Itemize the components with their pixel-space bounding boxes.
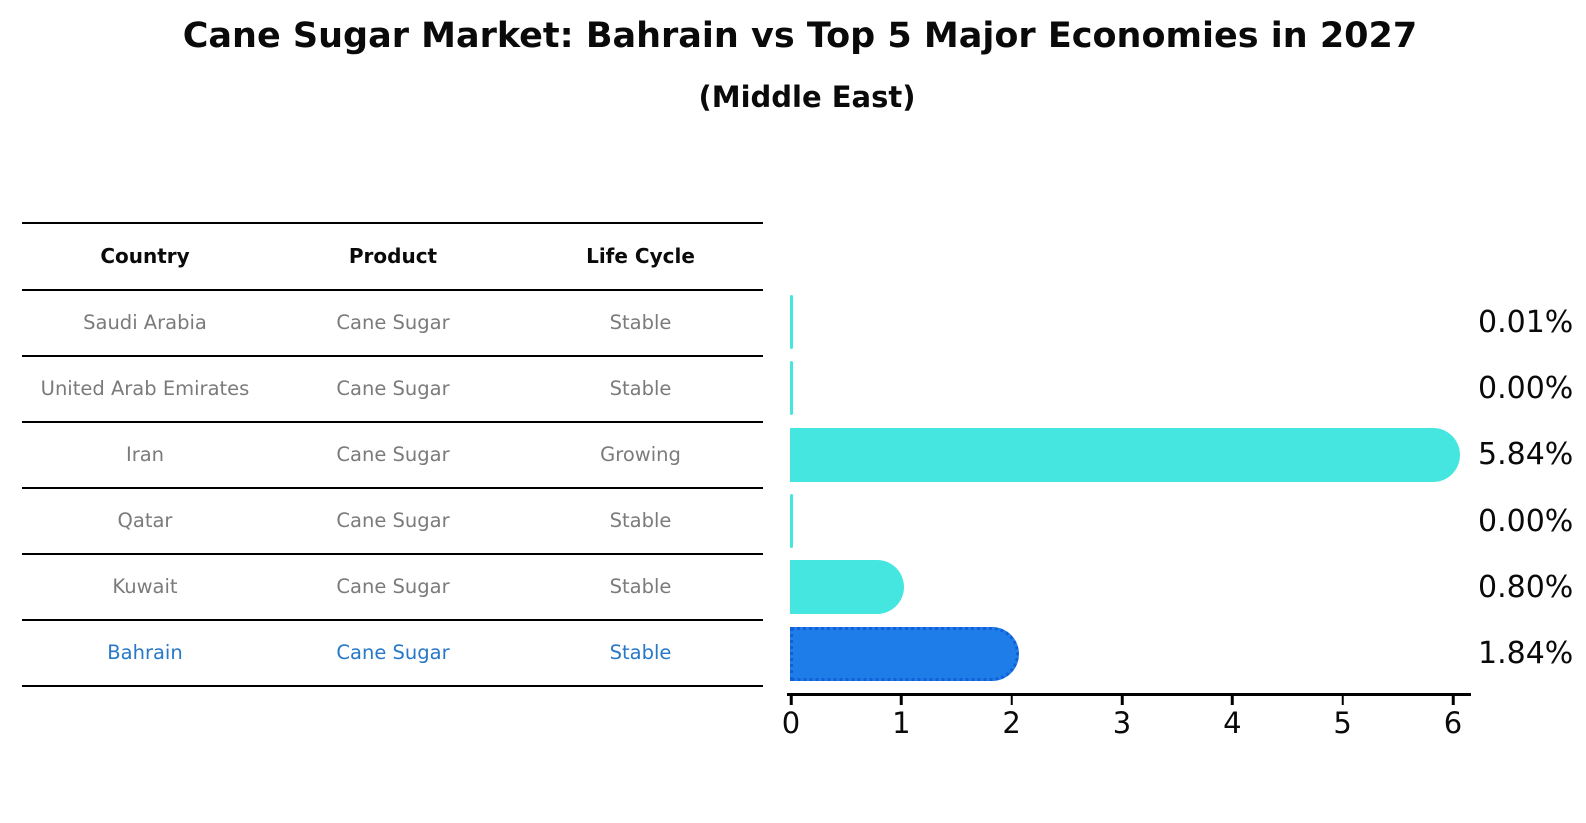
cell-life-cycle: Stable [609,575,672,598]
table-row: United Arab Emirates Cane Sugar Stable [22,357,763,423]
x-axis-line [787,693,1471,696]
cell-product: Cane Sugar [336,509,450,532]
bar-value-labels: 0.01% 0.00% 5.84% 0.00% 0.80% 1.84% [1478,289,1586,687]
cell-country: Iran [125,443,165,466]
bar-value-label: 0.80% [1478,569,1574,605]
x-tick-mark [789,695,793,705]
x-tick-label: 1 [892,705,911,740]
cell-life-cycle: Stable [609,311,672,334]
page-title: Cane Sugar Market: Bahrain vs Top 5 Majo… [182,16,1418,56]
bar-value-label: 0.00% [1478,503,1574,539]
page-subtitle: (Middle East) [698,80,916,114]
x-tick-label: 0 [781,705,801,740]
cell-life-cycle: Stable [609,641,672,664]
cell-country: Saudi Arabia [83,311,207,334]
x-tick-mark [1451,695,1455,705]
bar-value-label: 1.84% [1478,636,1574,672]
data-table: Country Product Life Cycle Saudi Arabia … [22,222,763,687]
bar-value-label: 5.84% [1478,437,1574,473]
table-header-row: Country Product Life Cycle [22,224,763,291]
x-tick-mark [1120,695,1124,705]
header-cell-country: Country [100,244,190,269]
x-axis: 0 1 2 3 4 5 6 [782,695,1462,746]
x-tick-label: 2 [1002,705,1021,740]
bar-kuwait [790,560,905,615]
x-tick-label: 4 [1223,705,1242,740]
cell-country: Kuwait [112,575,178,598]
bar-bahrain-highlight [790,626,1019,681]
cell-country: Qatar [117,509,173,532]
x-tick-mark [900,695,903,705]
bar-qatar [790,494,793,549]
x-tick-mark [1231,695,1234,705]
x-tick-mark [1341,695,1344,705]
cell-product: Cane Sugar [336,641,450,664]
table-row: Kuwait Cane Sugar Stable [22,555,763,621]
cell-product: Cane Sugar [336,377,450,400]
header-cell-product: Product [348,244,438,269]
x-tick-label: 5 [1333,705,1352,740]
bar-plot-area [790,289,1490,687]
cell-product: Cane Sugar [336,443,450,466]
table-row: Qatar Cane Sugar Stable [22,489,763,555]
x-tick-label: 3 [1112,705,1132,740]
cell-life-cycle: Growing [600,443,681,466]
table-row: Saudi Arabia Cane Sugar Stable [22,291,763,357]
cell-product: Cane Sugar [336,311,450,334]
x-tick-mark [1010,695,1013,705]
cell-country: Bahrain [107,641,183,664]
table-row: Iran Cane Sugar Growing [22,423,763,489]
bar-value-label: 0.01% [1478,304,1574,340]
bar-united-arab-emirates [790,361,793,416]
cell-life-cycle: Stable [609,509,672,532]
bar-saudi-arabia [790,295,793,350]
cell-product: Cane Sugar [336,575,450,598]
cell-country: United Arab Emirates [40,377,250,400]
x-tick-label: 6 [1443,705,1463,740]
cell-life-cycle: Stable [609,377,672,400]
header-cell-life-cycle: Life Cycle [586,244,695,269]
bar-iran [790,427,1461,482]
table-row-highlight-bahrain: Bahrain Cane Sugar Stable [22,621,763,687]
bar-value-label: 0.00% [1478,370,1574,406]
